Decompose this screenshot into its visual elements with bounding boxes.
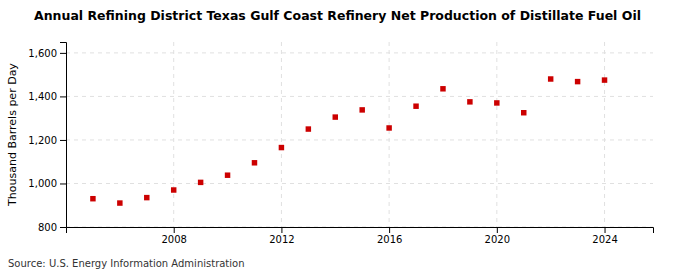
tick: 2012 bbox=[269, 227, 294, 245]
tick: 1,000 bbox=[28, 178, 66, 189]
chart: 2008 2012 2016 2020 2024 800 1,000 1,200 1,400 1,… bbox=[0, 0, 675, 275]
tick: 2020 bbox=[485, 227, 510, 245]
title: Annual Refining District Texas Gulf Coas… bbox=[34, 8, 641, 23]
tick: 2024 bbox=[592, 227, 617, 245]
tick-label: 2024 bbox=[592, 234, 617, 245]
point bbox=[413, 103, 418, 108]
tick-mark bbox=[389, 227, 390, 233]
point bbox=[252, 160, 257, 165]
tick: 2016 bbox=[377, 227, 402, 245]
grid-line bbox=[496, 42, 497, 227]
grid-line bbox=[173, 42, 174, 227]
x-axis: 2008 2012 2016 2020 2024 bbox=[67, 227, 654, 245]
point bbox=[333, 114, 338, 119]
tick-mark bbox=[60, 227, 66, 228]
tick-mark bbox=[497, 227, 498, 233]
grid-line bbox=[389, 42, 390, 227]
tick-mark bbox=[605, 227, 606, 233]
grid-line bbox=[604, 42, 605, 227]
plot: 2008 2012 2016 2020 2024 800 1,000 1,200 1,400 1,… bbox=[28, 42, 653, 245]
points bbox=[90, 76, 607, 206]
point bbox=[279, 145, 284, 150]
tick: 2008 bbox=[161, 227, 186, 245]
tick-label: 1,400 bbox=[28, 91, 57, 102]
point bbox=[386, 125, 391, 130]
grid-line bbox=[281, 42, 282, 227]
tick-label: 2008 bbox=[161, 234, 186, 245]
tick-mark bbox=[174, 227, 175, 233]
grid-line bbox=[66, 96, 653, 97]
source: Source: U.S. Energy Information Administ… bbox=[8, 258, 245, 269]
point bbox=[602, 77, 607, 82]
tick-label: 2012 bbox=[269, 234, 294, 245]
point bbox=[306, 126, 311, 131]
point bbox=[440, 86, 445, 91]
point bbox=[198, 180, 203, 185]
tick: 1,600 bbox=[28, 48, 66, 59]
point bbox=[467, 99, 472, 104]
tick-mark bbox=[281, 227, 282, 233]
point bbox=[171, 187, 176, 192]
point bbox=[225, 172, 230, 177]
tick-label: 2016 bbox=[377, 234, 402, 245]
point bbox=[521, 110, 526, 115]
tick-mark bbox=[60, 96, 66, 97]
grid-line bbox=[66, 183, 653, 184]
tick-label: 800 bbox=[38, 222, 57, 233]
point bbox=[548, 76, 553, 81]
point bbox=[144, 195, 149, 200]
point bbox=[575, 79, 580, 84]
tick-label: 2020 bbox=[485, 234, 510, 245]
point bbox=[90, 196, 95, 201]
point bbox=[494, 100, 499, 105]
grid-line bbox=[66, 139, 653, 140]
tick: 1,400 bbox=[28, 91, 66, 102]
y-axis: 800 1,000 1,200 1,400 1,600 bbox=[28, 43, 66, 233]
tick: 800 bbox=[38, 222, 66, 233]
point bbox=[117, 200, 122, 205]
axis-line bbox=[67, 228, 654, 234]
tick-mark bbox=[60, 140, 66, 141]
tick-label: 1,600 bbox=[28, 48, 57, 59]
tick: 1,200 bbox=[28, 135, 66, 146]
axis-line bbox=[60, 43, 67, 228]
grid-line bbox=[66, 52, 653, 53]
tick-label: 1,000 bbox=[28, 178, 57, 189]
tick-mark bbox=[60, 53, 66, 54]
y-axis-title: Thousand Barrels per Day bbox=[6, 63, 19, 207]
tick-mark bbox=[60, 183, 66, 184]
grid bbox=[66, 42, 653, 227]
tick-label: 1,200 bbox=[28, 135, 57, 146]
point bbox=[359, 107, 364, 112]
